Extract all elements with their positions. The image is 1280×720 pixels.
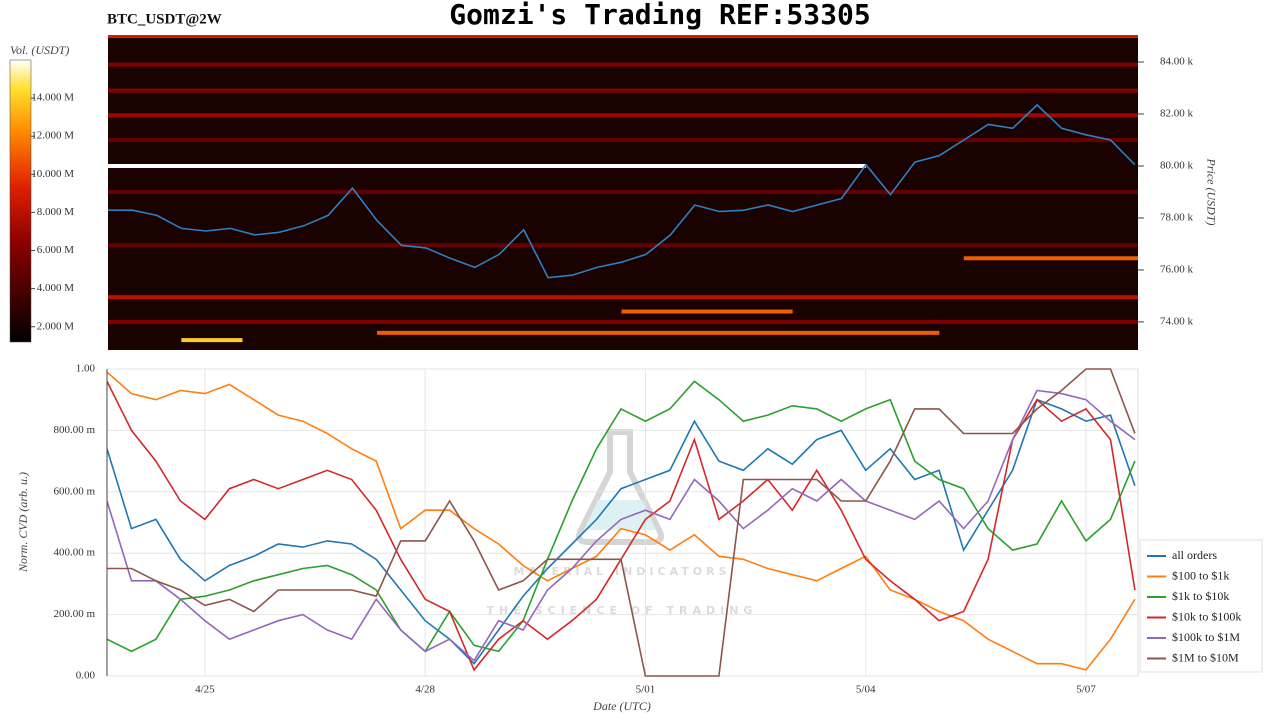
colorbar-tick-label: 8.000 M: [37, 206, 75, 218]
x-tick-label: 4/28: [415, 684, 435, 696]
y-tick-label: 84.00 k: [1160, 56, 1194, 68]
y-tick-label: 82.00 k: [1160, 108, 1194, 120]
legend-label[interactable]: $10k to $100k: [1172, 609, 1241, 623]
y-tick-label: 74.00 k: [1160, 315, 1194, 327]
heatmap-level: [108, 138, 1138, 142]
legend: [1139, 539, 1263, 673]
heatmap-level: [108, 113, 1138, 118]
x-tick-label: 4/25: [195, 684, 215, 696]
legend-label[interactable]: $100 to $1k: [1172, 568, 1229, 582]
heatmap-level: [108, 88, 1138, 93]
colorbar: [9, 59, 32, 343]
line-area: [107, 368, 1138, 677]
cvd-line: [107, 371, 1136, 671]
heatmap-level: [108, 295, 1138, 300]
heatmap-level: [621, 309, 793, 314]
colorbar-tick-label: 10.000 M: [31, 168, 74, 180]
colorbar-tick-label: 12.000 M: [31, 130, 74, 142]
cvd-line: [107, 398, 1136, 665]
colorbar-label: Vol. (USDT): [10, 43, 69, 57]
watermark-text: MATERIAL INDICATORS: [513, 565, 730, 578]
chart-subtitle: BTC_USDT@2W: [107, 11, 222, 27]
heatmap-level: [108, 319, 1138, 324]
cvd-line: [107, 380, 1136, 653]
y-axis-label: Price (USDT): [1204, 158, 1218, 226]
y-tick-label: 0.00: [76, 670, 96, 682]
colorbar-tick-label: 6.000 M: [37, 244, 75, 256]
y-tick-label: 78.00 k: [1160, 212, 1194, 224]
colorbar-tick-label: 2.000 M: [37, 320, 75, 332]
legend-label[interactable]: $100k to $1M: [1172, 630, 1240, 644]
watermark-icon: [576, 429, 664, 545]
heatmap-area: [108, 35, 1138, 343]
cvd-line: [107, 389, 1136, 662]
heatmap-level: [108, 163, 866, 168]
heatmap-level: [181, 338, 243, 343]
y-tick-label: 800.00 m: [53, 424, 95, 436]
heatmap-level: [963, 256, 1138, 261]
x-tick-label: 5/07: [1076, 684, 1096, 696]
y-tick-label: 600.00 m: [53, 485, 95, 497]
colorbar-tick-label: 4.000 M: [37, 282, 75, 294]
x-tick-label: 5/04: [856, 684, 876, 696]
heatmap-level: [108, 243, 1138, 248]
y-axis-label: Norm. CVD (arb. u.): [16, 472, 30, 573]
legend-label[interactable]: all orders: [1172, 548, 1217, 562]
y-tick-label: 200.00 m: [53, 608, 95, 620]
heatmap-level: [108, 189, 1138, 194]
legend-label[interactable]: $1k to $10k: [1172, 589, 1229, 603]
heatmap-level: [108, 62, 1138, 67]
y-tick-label: 400.00 m: [53, 547, 95, 559]
watermark: [576, 429, 664, 545]
y-tick-label: 76.00 k: [1160, 263, 1194, 275]
cvd-line: [107, 368, 1136, 677]
price-line: [108, 103, 1136, 279]
heatmap-level: [108, 35, 1138, 39]
x-tick-label: 5/01: [636, 684, 656, 696]
y-tick-label: 80.00 k: [1160, 160, 1194, 172]
chart-title: Gomzi's Trading REF:53305: [449, 0, 870, 31]
y-tick-label: 1.00: [76, 363, 96, 375]
watermark-tagline: THE SCIENCE OF TRADING: [487, 604, 758, 617]
legend-label[interactable]: $1M to $10M: [1172, 650, 1239, 664]
colorbar-tick-label: 14.000 M: [31, 92, 74, 104]
x-axis-label: Date (UTC): [592, 699, 651, 713]
watermark-icon: [584, 500, 656, 530]
heatmap-level: [376, 330, 940, 335]
